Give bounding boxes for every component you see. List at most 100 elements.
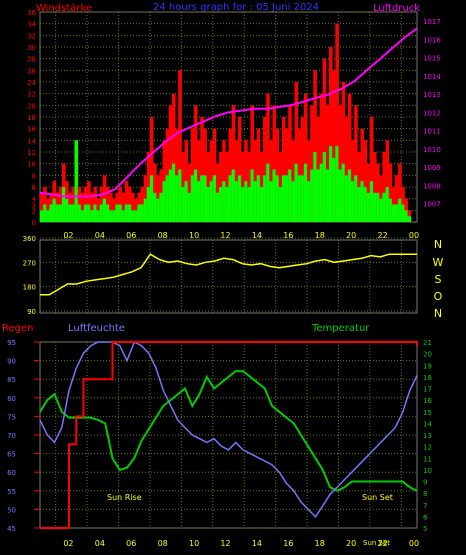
average-wind-bar — [46, 210, 50, 222]
gust-bar — [184, 140, 189, 222]
time-tick-label: 22 — [377, 539, 387, 548]
average-wind-bar — [263, 175, 267, 222]
gust-bar — [269, 140, 273, 222]
temperature-tick-label: 16 — [423, 397, 432, 405]
climate-panel-grid — [40, 341, 417, 529]
average-wind-bar — [288, 169, 292, 222]
average-wind-bar — [112, 210, 116, 222]
wind-tick-label: 16 — [27, 126, 36, 134]
average-wind-bar — [373, 192, 377, 222]
wind-tick-label: 18 — [27, 114, 36, 122]
direction-line — [40, 253, 417, 296]
time-tick-label: 08 — [158, 231, 168, 240]
average-wind-bar — [43, 204, 47, 222]
average-wind-bar — [244, 181, 248, 222]
pressure-tick-label: 1012 — [423, 109, 441, 117]
gust-bar — [200, 117, 204, 222]
sunset-label: Sun Set — [362, 493, 393, 502]
average-wind-bar — [215, 192, 220, 222]
direction-series — [40, 253, 417, 296]
time-tick-label: 14 — [252, 539, 262, 548]
gust-bar — [231, 105, 236, 222]
average-wind-bar — [175, 175, 179, 222]
gust-bar — [351, 140, 355, 222]
gust-bar — [325, 105, 330, 222]
average-wind-bar — [162, 181, 167, 222]
wind-tick-label: 22 — [27, 91, 36, 99]
wind-tick-label: 26 — [27, 67, 36, 75]
wind-x-ticks: 02 04 06 08 10 12 14 16 18 20 22 00 — [63, 231, 419, 240]
temperature-tick-label: 21 — [423, 339, 432, 347]
average-wind-bar — [253, 181, 258, 222]
humidity-tick-label: 75 — [7, 413, 16, 421]
wind-axis-label: Windstärke — [36, 3, 92, 14]
average-wind-bar — [401, 204, 405, 222]
average-wind-bar — [178, 169, 182, 222]
wind-tick-label: 12 — [27, 149, 36, 157]
pressure-axis-label: Luftdruck — [373, 3, 420, 14]
direction-tick-label: 360 — [23, 235, 36, 243]
direction-tick-label: 180 — [23, 284, 36, 292]
average-wind-bar — [369, 181, 374, 222]
climate-panel-frame — [39, 341, 418, 529]
time-tick-label: 16 — [283, 231, 293, 240]
dir-letter-n2: N — [434, 307, 442, 320]
average-wind-bar — [285, 175, 289, 222]
gust-bar — [307, 140, 311, 222]
time-tick-label: 08 — [158, 539, 168, 548]
humidity-tick-label: 45 — [7, 525, 16, 533]
gust-bar — [90, 192, 94, 222]
average-wind-bar — [319, 163, 324, 222]
sunrise-label: Sun Rise — [107, 493, 142, 502]
pressure-tick-label: 1011 — [423, 128, 441, 136]
humidity-tick-label: 90 — [7, 358, 16, 366]
average-wind-bar — [310, 169, 314, 222]
gust-bar — [193, 105, 198, 222]
gust-bar — [131, 192, 135, 222]
average-wind-bar — [234, 181, 239, 222]
direction-y-ticks: 90 180 270 360 — [23, 235, 36, 316]
average-wind-bar — [121, 210, 126, 222]
average-wind-bar — [200, 175, 204, 222]
average-wind-bar — [338, 169, 342, 222]
average-wind-bar — [382, 192, 386, 222]
average-wind-bar — [134, 210, 138, 222]
average-wind-bar — [55, 204, 60, 222]
time-tick-label: 12 — [220, 231, 230, 240]
average-wind-bar — [332, 157, 336, 222]
wind-tick-label: 14 — [27, 137, 36, 145]
gust-bar — [303, 93, 308, 223]
time-tick-label: 02 — [63, 539, 73, 548]
average-wind-bar — [272, 169, 277, 222]
gust-bar — [209, 140, 214, 222]
average-wind-bar — [379, 198, 383, 222]
wind-tick-label: 24 — [27, 79, 36, 87]
direction-letters: N W S O N — [433, 238, 444, 320]
pressure-tick-label: 1007 — [423, 201, 441, 209]
wind-tick-label: 34 — [27, 21, 36, 29]
average-wind-bar — [127, 204, 132, 222]
time-tick-label: 04 — [95, 231, 105, 240]
time-tick-label: 00 — [409, 231, 419, 240]
wind-tick-label: 30 — [27, 44, 36, 52]
gust-bar — [244, 140, 248, 222]
average-wind-bar — [65, 198, 69, 222]
average-wind-bar — [71, 204, 75, 222]
wind-tick-label: 28 — [27, 56, 36, 64]
average-wind-bar — [40, 210, 44, 222]
average-wind-bar — [307, 181, 311, 222]
temperature-tick-label: 15 — [423, 409, 432, 417]
average-wind-bar — [124, 204, 129, 222]
average-wind-bar — [181, 187, 185, 222]
time-tick-label: 20 — [346, 539, 356, 548]
average-wind-bar — [146, 187, 151, 222]
average-wind-bar — [275, 175, 280, 222]
average-wind-bar — [366, 192, 371, 222]
gust-bar — [398, 163, 402, 222]
average-wind-bar — [398, 198, 402, 222]
average-wind-bar — [281, 175, 286, 222]
average-wind-bar — [341, 163, 346, 222]
average-wind-bar — [109, 210, 113, 222]
